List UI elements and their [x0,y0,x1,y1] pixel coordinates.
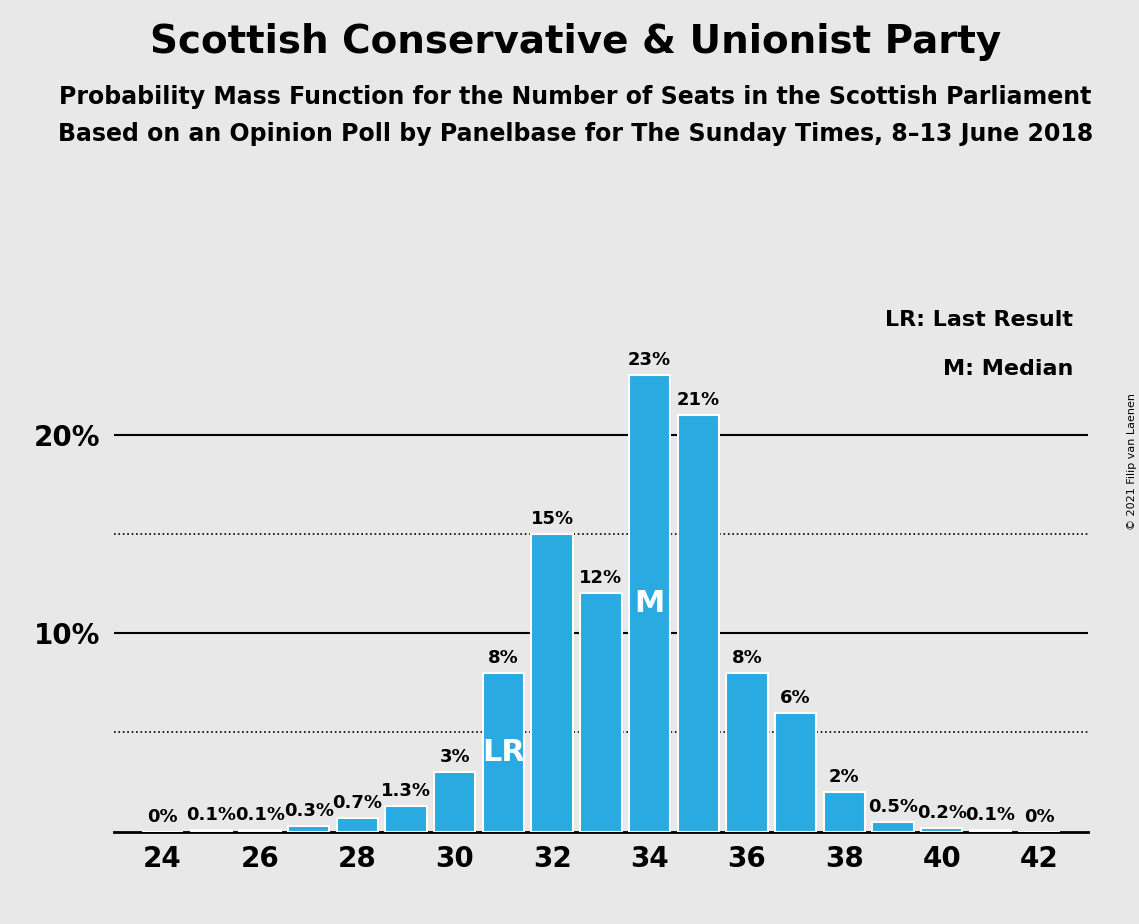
Text: 0.2%: 0.2% [917,804,967,821]
Bar [727,673,768,832]
Bar [969,830,1011,832]
Text: M: Median: M: Median [943,359,1073,379]
Text: 0.1%: 0.1% [966,806,1015,823]
Bar [288,826,329,832]
Bar [532,534,573,832]
Text: 0.5%: 0.5% [868,797,918,816]
Text: 0.3%: 0.3% [284,802,334,820]
Bar [823,792,865,832]
Text: 6%: 6% [780,688,811,707]
Text: 0.1%: 0.1% [235,806,285,823]
Text: 2%: 2% [829,768,860,786]
Bar [337,818,378,832]
Text: 8%: 8% [489,649,518,667]
Text: 0.1%: 0.1% [187,806,236,823]
Text: 15%: 15% [531,510,574,528]
Text: 8%: 8% [731,649,762,667]
Bar [483,673,524,832]
Text: Probability Mass Function for the Number of Seats in the Scottish Parliament: Probability Mass Function for the Number… [59,85,1091,109]
Bar [775,712,817,832]
Bar [434,772,475,832]
Text: 0.7%: 0.7% [333,794,383,812]
Text: 21%: 21% [677,391,720,408]
Bar [921,828,962,832]
Text: 0%: 0% [1024,808,1055,826]
Text: 3%: 3% [440,748,470,766]
Text: M: M [634,589,665,618]
Bar [629,375,670,832]
Bar [385,806,427,832]
Text: Scottish Conservative & Unionist Party: Scottish Conservative & Unionist Party [149,23,1001,61]
Text: LR: LR [482,737,525,767]
Text: © 2021 Filip van Laenen: © 2021 Filip van Laenen [1126,394,1137,530]
Text: 1.3%: 1.3% [382,782,431,800]
Bar [580,593,622,832]
Text: 23%: 23% [628,351,671,369]
Bar [872,821,913,832]
Bar [239,830,280,832]
Bar [678,415,719,832]
Text: 0%: 0% [147,808,178,826]
Text: 12%: 12% [580,569,622,588]
Bar [190,830,232,832]
Text: Based on an Opinion Poll by Panelbase for The Sunday Times, 8–13 June 2018: Based on an Opinion Poll by Panelbase fo… [58,122,1092,146]
Text: LR: Last Result: LR: Last Result [885,310,1073,330]
